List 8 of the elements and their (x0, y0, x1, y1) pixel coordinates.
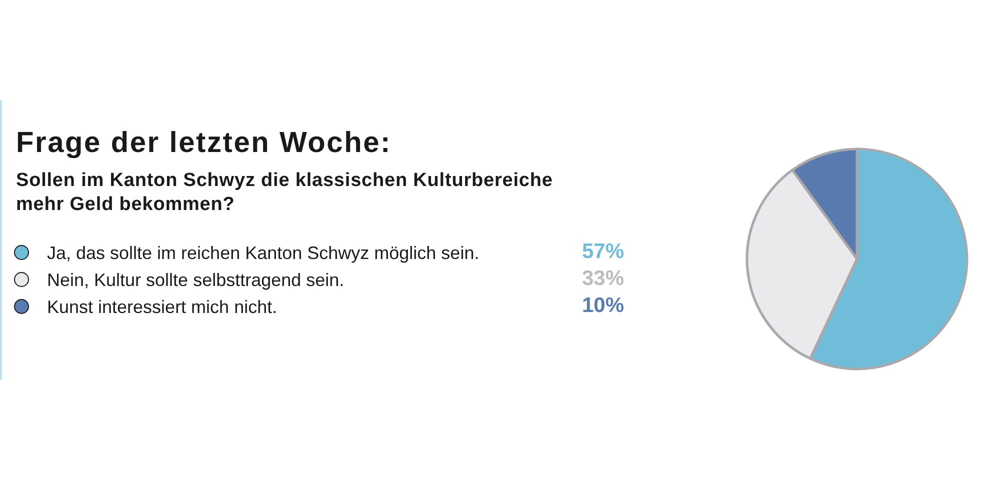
legend-label: Nein, Kultur sollte selbsttragend sein. (47, 269, 344, 291)
chart-title: Frage der letzten Woche: (16, 127, 392, 159)
legend-label: Kunst interessiert mich nicht. (47, 296, 278, 318)
data-label: 57% (582, 240, 624, 264)
legend-label: Ja, das sollte im reichen Kanton Schwyz möglich sein. (47, 242, 480, 264)
data-label: 33% (582, 267, 624, 291)
text: Sollen im Kanton Schwyz die klassischen Kulturbereiche mehr Geld bekommen? (16, 169, 554, 217)
data-label: 10% (582, 294, 624, 318)
